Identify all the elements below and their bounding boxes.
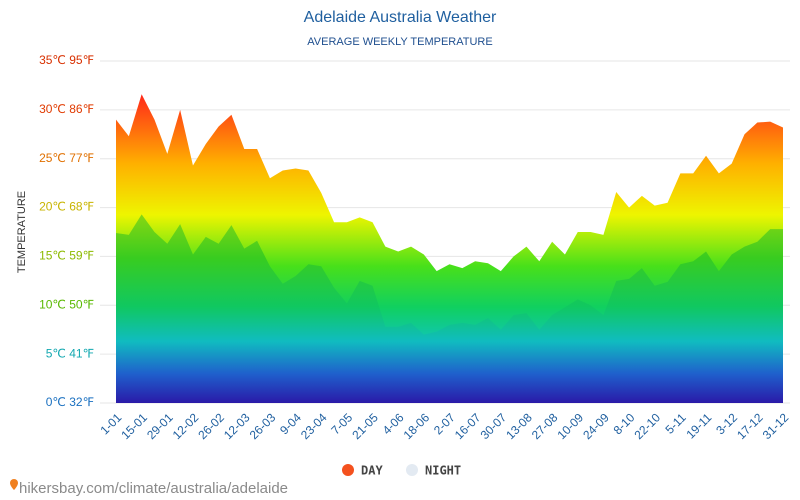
x-tick-label: 12-02 — [170, 410, 202, 442]
y-tick-label: 15℃ 59℉ — [39, 249, 94, 263]
x-tick-label: 16-07 — [452, 410, 484, 442]
x-tick-label: 15-01 — [118, 410, 150, 442]
x-tick-label: 22-10 — [631, 410, 663, 442]
x-tick-label: 18-06 — [401, 410, 433, 442]
y-tick-label: 20℃ 68℉ — [39, 200, 94, 214]
x-tick-label: 19-11 — [683, 410, 714, 441]
legend-label: DAY — [361, 464, 383, 478]
x-tick-label: 26-02 — [195, 410, 227, 442]
y-tick-label: 0℃ 32℉ — [46, 395, 94, 409]
x-tick-label: 27-08 — [529, 410, 561, 442]
y-tick-label: 35℃ 95℉ — [39, 53, 94, 67]
x-tick-label: 13-08 — [503, 410, 535, 442]
source-link: hikersbay.com/climate/australia/adelaide — [19, 480, 288, 497]
y-axis-label: TEMPERATURE — [16, 191, 28, 273]
chart-title: Adelaide Australia Weather — [304, 9, 497, 26]
x-tick-label: 23-04 — [298, 410, 330, 442]
x-tick-label: 29-01 — [144, 410, 176, 442]
x-tick-label: 10-09 — [555, 410, 587, 442]
legend-label: NIGHT — [425, 464, 461, 478]
y-tick-label: 25℃ 77℉ — [39, 151, 94, 165]
x-tick-label: 21-05 — [349, 410, 381, 442]
x-tick-label: 12-03 — [221, 410, 253, 442]
y-tick-label: 10℃ 50℉ — [39, 297, 94, 311]
x-tick-label: 31-12 — [760, 410, 792, 442]
legend-marker — [406, 464, 418, 476]
x-tick-label: 24-09 — [580, 410, 612, 442]
chart-subtitle: AVERAGE WEEKLY TEMPERATURE — [307, 36, 492, 48]
legend-marker — [342, 464, 354, 476]
x-tick-label: 26-03 — [247, 410, 279, 442]
area-night — [116, 214, 783, 403]
y-tick-label: 5℃ 41℉ — [46, 346, 94, 360]
x-tick-label: 30-07 — [478, 410, 510, 442]
pin-icon — [10, 479, 18, 490]
y-tick-label: 30℃ 86℉ — [39, 102, 94, 116]
x-tick-label: 17-12 — [734, 410, 766, 442]
